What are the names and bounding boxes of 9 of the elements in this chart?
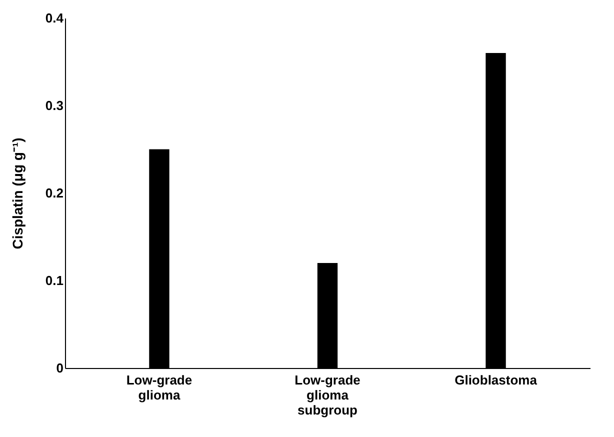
y-tick-label: 0 [56, 360, 64, 376]
x-tick-label: Low-grade glioma subgroup [294, 372, 360, 418]
y-tick-label: 0.3 [45, 98, 64, 113]
x-tick-label: Glioblastoma [454, 372, 538, 388]
y-tick-label: 0.2 [45, 186, 64, 200]
y-axis-title: Cisplatin (μg g⁻¹) [9, 138, 26, 250]
y-tick-label: 0.4 [45, 10, 64, 26]
x-tick-label: Low-grade glioma [126, 372, 192, 402]
y-tick-label: 0.1 [45, 273, 64, 288]
